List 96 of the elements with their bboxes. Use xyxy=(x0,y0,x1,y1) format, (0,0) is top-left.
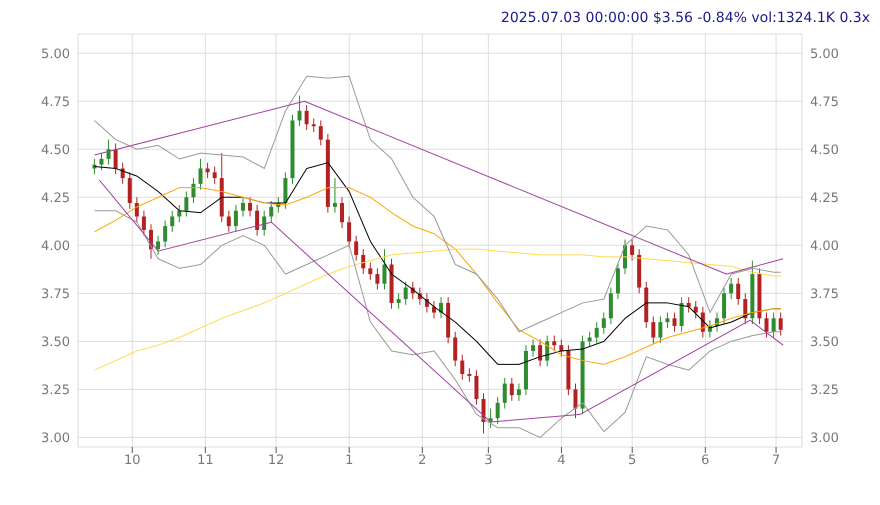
chart-title: 2025.07.03 00:00:00 $3.56 -0.84% vol:1324.1K 0.3x xyxy=(500,10,870,26)
x-tick-label: 6 xyxy=(701,453,710,468)
candlestick xyxy=(142,210,146,236)
candlestick xyxy=(382,248,386,290)
y2-tick-label: 3.50 xyxy=(810,334,839,350)
candlestick xyxy=(552,335,556,352)
candlestick xyxy=(170,210,174,232)
x-tick-label: 2 xyxy=(418,453,426,468)
x-tick-label: 11 xyxy=(197,453,214,468)
y2-tick-label: 3.00 xyxy=(810,431,839,446)
x-tick-label: 1 xyxy=(345,453,354,468)
y2-tick-label: 3.75 xyxy=(810,286,839,302)
candlestick xyxy=(588,331,592,348)
x-tick-label: 5 xyxy=(628,453,636,468)
candlestick xyxy=(177,204,182,223)
x-tick-label: 4 xyxy=(557,453,566,468)
candlestick xyxy=(92,158,96,175)
candlestick xyxy=(665,312,670,328)
candlestick xyxy=(630,239,634,262)
candlestick xyxy=(531,338,536,358)
y-tick-label: 4.00 xyxy=(41,238,70,254)
y2-tick-label: 3.25 xyxy=(810,382,839,398)
candlestick xyxy=(375,268,380,290)
y-tick-label: 4.50 xyxy=(41,142,70,158)
candlestick xyxy=(198,158,203,190)
candlestick xyxy=(516,383,521,402)
y-tick-label: 3.75 xyxy=(41,286,70,302)
line-series xyxy=(98,179,784,423)
y-tick-label: 3.00 xyxy=(41,431,70,446)
candlestick xyxy=(156,235,160,256)
candlestick xyxy=(651,316,656,344)
line-series xyxy=(94,100,784,275)
y2-tick-label: 4.00 xyxy=(810,238,839,254)
candlestick xyxy=(510,377,514,402)
candlestick xyxy=(736,277,740,306)
candlestick xyxy=(184,191,188,217)
candlestick xyxy=(460,354,464,380)
candlestick xyxy=(764,312,769,338)
candlestick xyxy=(212,166,217,184)
candlestick xyxy=(298,94,302,127)
candlestick xyxy=(354,235,358,262)
candlestick xyxy=(594,322,599,344)
y-tick-label: 3.50 xyxy=(41,334,70,350)
candlestick xyxy=(304,104,309,131)
candlestick xyxy=(361,248,366,275)
y2-tick-label: 4.75 xyxy=(810,94,839,110)
y2-tick-label: 5.00 xyxy=(810,46,839,62)
candlestick xyxy=(453,331,458,367)
candlestick xyxy=(694,300,698,319)
x-tick-label: 3 xyxy=(484,453,492,468)
candlestick xyxy=(269,200,274,223)
candlestick xyxy=(318,120,323,146)
candlestick xyxy=(396,292,401,310)
candlestick xyxy=(502,377,507,410)
candlestick xyxy=(467,368,472,382)
x-tick-label: 12 xyxy=(268,453,284,468)
y2-tick-label: 4.25 xyxy=(810,190,839,206)
candlestick xyxy=(573,383,578,419)
candlestick xyxy=(368,262,372,280)
candlestick xyxy=(114,142,118,175)
candlestick xyxy=(538,338,542,367)
candlestick xyxy=(729,277,734,300)
candlestick xyxy=(226,210,231,232)
x-tick-label: 7 xyxy=(772,453,780,468)
candlestick xyxy=(404,281,408,306)
candlestick xyxy=(262,210,266,236)
candlestick xyxy=(99,152,104,171)
candlestick xyxy=(191,178,196,204)
candlestick xyxy=(206,162,210,179)
candlestick xyxy=(602,312,606,334)
candlestick xyxy=(496,396,500,424)
line-series xyxy=(94,210,782,438)
candlestick xyxy=(672,312,677,332)
candlestick xyxy=(255,204,260,236)
candlestick xyxy=(347,216,352,248)
candlestick xyxy=(134,196,139,223)
candlestick xyxy=(778,312,783,336)
y-tick-label: 5.00 xyxy=(41,46,70,62)
y2-tick-label: 4.50 xyxy=(810,142,839,158)
y-tick-label: 4.75 xyxy=(41,94,70,110)
x-tick-label: 10 xyxy=(124,453,141,468)
candlestick xyxy=(332,178,337,214)
candlestick xyxy=(658,316,662,344)
candlestick xyxy=(340,196,344,229)
candlestick xyxy=(240,196,245,217)
candlestick xyxy=(680,296,684,332)
candlestick xyxy=(248,196,252,217)
y-tick-label: 4.25 xyxy=(41,190,70,206)
candlestick xyxy=(474,370,478,406)
candlestick xyxy=(163,220,168,248)
candlestick xyxy=(559,338,564,358)
candlestick xyxy=(772,312,776,338)
y-tick-label: 3.25 xyxy=(41,382,70,398)
line-series xyxy=(94,76,782,332)
candlestick xyxy=(743,292,748,325)
candlestick xyxy=(234,204,238,232)
